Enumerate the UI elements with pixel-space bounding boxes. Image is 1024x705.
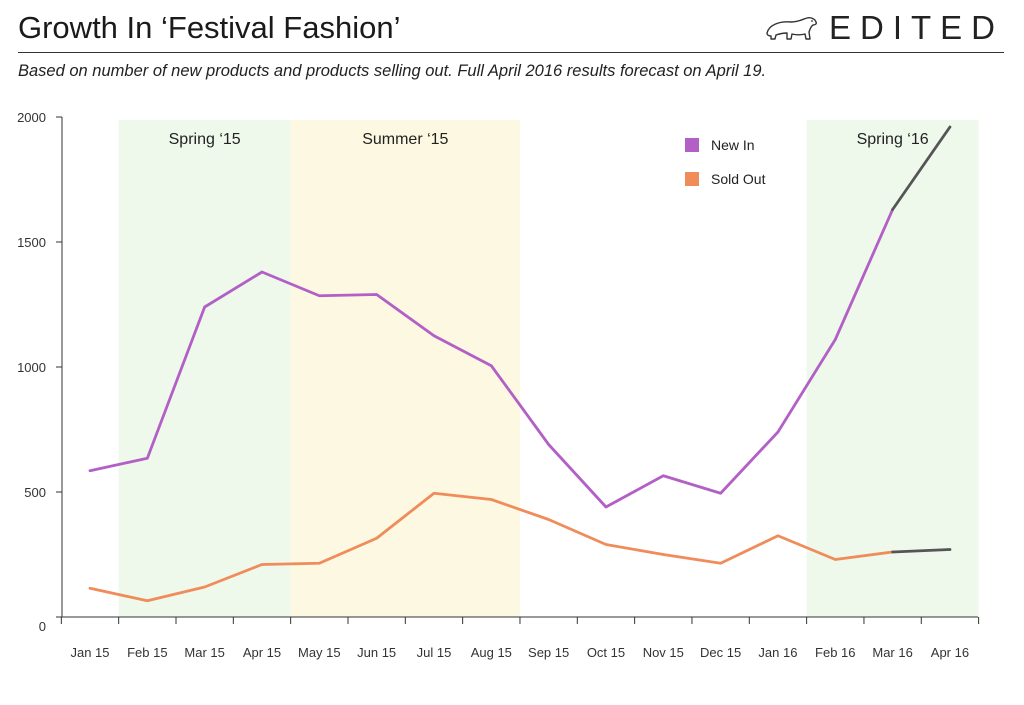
- legend-swatch: [685, 138, 699, 152]
- data-point: [490, 364, 493, 367]
- x-tick-label: Mar 15: [184, 645, 224, 660]
- data-point: [88, 587, 92, 590]
- x-tick-label: Feb 16: [815, 645, 855, 660]
- data-point: [834, 338, 837, 341]
- x-tick-label: Nov 15: [643, 645, 684, 660]
- data-point: [146, 599, 149, 602]
- y-tick-label: 1000: [17, 360, 46, 375]
- chart-legend: New In Sold Out: [685, 137, 766, 187]
- y-tick-label: 0: [39, 619, 46, 634]
- x-tick-label: Apr 16: [931, 645, 969, 660]
- data-point: [490, 498, 493, 501]
- data-point: [203, 585, 206, 589]
- data-point: [604, 543, 608, 546]
- data-point: [547, 518, 550, 521]
- season-band: [806, 120, 979, 617]
- season-band-label: Summer ‘15: [362, 131, 448, 148]
- polar-bear-icon: [766, 17, 817, 40]
- title-divider: [18, 52, 1004, 53]
- chart-title: Growth In ‘Festival Fashion’: [18, 10, 401, 45]
- x-tick-label: Oct 15: [587, 645, 625, 660]
- x-tick-label: Feb 15: [127, 645, 167, 660]
- data-point: [776, 534, 780, 537]
- chart-subtitle: Based on number of new products and prod…: [18, 62, 767, 80]
- data-point: [776, 430, 780, 434]
- legend-label: New In: [711, 137, 755, 153]
- x-tick-label: Jul 15: [417, 645, 452, 660]
- data-point: [719, 562, 722, 565]
- data-point: [260, 563, 264, 566]
- y-tick-label: 500: [24, 485, 46, 500]
- x-tick-label: Aug 15: [471, 645, 512, 660]
- season-band-label: Spring ‘16: [857, 131, 929, 148]
- x-tick-label: May 15: [298, 645, 341, 660]
- data-point: [318, 294, 321, 297]
- data-point: [891, 208, 894, 211]
- data-point: [604, 505, 608, 509]
- data-point: [146, 457, 149, 460]
- data-point: [375, 537, 378, 540]
- forecast-line: [891, 125, 952, 211]
- season-band: [118, 120, 291, 617]
- x-tick-label: Sep 15: [528, 645, 569, 660]
- x-tick-label: Dec 15: [700, 645, 741, 660]
- legend-label: Sold Out: [711, 171, 766, 187]
- series-lines: [88, 125, 952, 603]
- legend-swatch: [685, 172, 699, 186]
- data-point: [260, 270, 264, 274]
- season-band: [290, 120, 520, 617]
- data-point: [375, 293, 378, 296]
- data-point: [547, 443, 550, 446]
- data-point: [948, 125, 952, 129]
- x-tick-label: Mar 16: [872, 645, 912, 660]
- x-tick-label: Jan 16: [758, 645, 797, 660]
- data-point: [318, 562, 321, 565]
- data-point: [203, 305, 206, 309]
- x-tick-label: Apr 15: [243, 645, 281, 660]
- brand-wordmark: EDITED: [828, 9, 1004, 46]
- season-band-label: Spring ‘15: [169, 131, 241, 148]
- brand-logo: EDITED: [763, 8, 1004, 48]
- data-point: [891, 550, 894, 554]
- season-bands: Spring ‘15 Summer ‘15 Spring ‘16: [118, 120, 979, 617]
- x-tick-label: Jan 15: [70, 645, 109, 660]
- data-point: [662, 474, 665, 477]
- data-point: [432, 492, 436, 495]
- data-point: [662, 553, 665, 556]
- forecast-line: [891, 548, 952, 554]
- data-point: [834, 558, 837, 561]
- y-tick-label: 1500: [17, 235, 46, 250]
- y-tick-label: 2000: [17, 110, 46, 125]
- data-point: [88, 469, 92, 472]
- data-point: [432, 334, 436, 337]
- data-point: [948, 548, 952, 551]
- data-point: [719, 492, 722, 495]
- x-tick-label: Jun 15: [357, 645, 396, 660]
- chart-axes: 0 500 1000 1500 2000 Jan 15 Feb 15 Mar 15 Apr 15…: [17, 110, 980, 660]
